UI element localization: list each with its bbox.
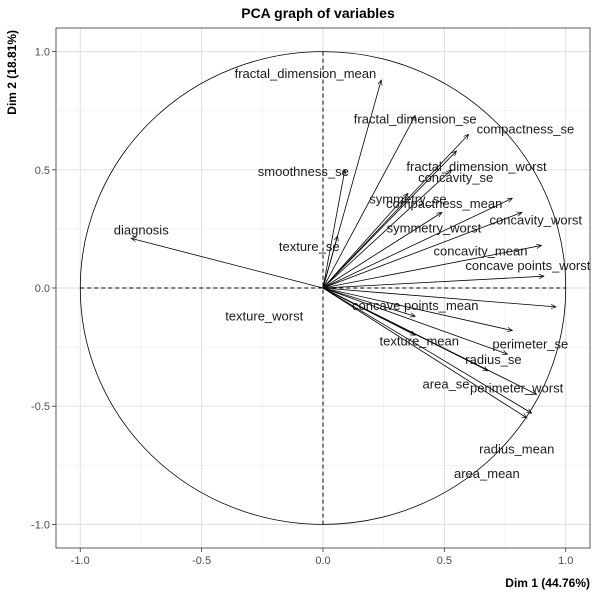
arrow-symmetry-worst (322, 212, 442, 289)
label-smoothness-se: smoothness_se (258, 164, 349, 179)
label-texture-worst: texture_worst (225, 308, 303, 323)
arrow-fractal-dimension-worst (322, 151, 457, 289)
arrow-perimeter-worst (322, 287, 537, 394)
y-axis-title: Dim 2 (18.81%) (5, 30, 19, 115)
y-tick-label: 0.5 (35, 165, 50, 177)
label-concavity-se: concavity_se (418, 170, 493, 185)
variable-arrows (131, 80, 556, 418)
label-area-se: area_se (423, 377, 470, 392)
label-concavity-worst: concavity_worst (490, 212, 583, 227)
arrow-texture-se (322, 236, 338, 289)
label-radius-se: radius_se (465, 352, 521, 367)
correlation-circle (79, 51, 567, 525)
label-compactness-mean: compactness_mean (386, 196, 502, 211)
label-fractal-dimension-worst: fractal_dimension_worst (406, 159, 547, 174)
x-tick-label: 0.5 (437, 555, 452, 567)
label-compactness-se: compactness_se (477, 121, 575, 136)
arrow-compactness-mean (322, 197, 512, 289)
arrow-fractal-dimension-se (322, 115, 415, 289)
arrow-smoothness-se (322, 170, 345, 289)
arrow-concavity-worst (322, 212, 522, 289)
label-perimeter-se: perimeter_se (492, 337, 568, 352)
label-perimeter-worst: perimeter_worst (470, 380, 564, 395)
x-tick-label: -1.0 (71, 555, 90, 567)
label-texture-se: texture_se (279, 239, 340, 254)
label-concave-points-worst: concave points_worst (465, 258, 590, 273)
label-fractal-dimension-mean: fractal_dimension_mean (235, 66, 377, 81)
y-tick-label: -1.0 (31, 519, 50, 531)
arrow-concave-points-worst (322, 276, 544, 289)
arrow-radius-se (322, 287, 507, 354)
label-texture-mean: texture_mean (379, 333, 459, 348)
label-concavity-mean: concavity_mean (434, 243, 528, 258)
x-axis-title: Dim 1 (44.76%) (505, 576, 590, 590)
arrow-concavity-se (322, 170, 452, 289)
x-tick-label: 0.0 (315, 555, 330, 567)
arrow-compactness-se (322, 134, 469, 289)
label-symmetry-se: symmetry_se (369, 191, 446, 206)
arrow-concavity-mean (322, 245, 541, 289)
x-tick-label: 1.0 (558, 555, 573, 567)
arrow-concave-points-mean (322, 287, 556, 307)
label-symmetry-worst: symmetry_worst (387, 220, 482, 235)
variable-labels: fractal_dimension_mean fractal_dimension_… (114, 66, 591, 481)
arrow-symmetry-se (322, 193, 408, 289)
label-concave-points-mean: concave points_mean (352, 298, 478, 313)
x-tick-label: -0.5 (192, 555, 211, 567)
arrow-area-mean (322, 287, 527, 418)
y-axis-ticks: -1.0 -0.5 0.0 0.5 1.0 (31, 47, 56, 531)
origin-reference-lines (80, 51, 566, 525)
y-tick-label: 0.0 (35, 283, 50, 295)
label-radius-mean: radius_mean (479, 441, 554, 456)
x-axis-ticks: -1.0 -0.5 0.0 0.5 1.0 (71, 548, 573, 567)
arrow-perimeter-se (322, 287, 512, 331)
y-tick-label: -0.5 (31, 401, 50, 413)
unit-circle (79, 51, 567, 525)
label-area-mean: area_mean (454, 466, 520, 481)
label-fractal-dimension-se: fractal_dimension_se (354, 111, 477, 126)
arrow-radius-mean (322, 287, 532, 413)
label-diagnosis: diagnosis (114, 222, 169, 237)
y-tick-label: 1.0 (35, 47, 50, 59)
chart-title: PCA graph of variables (241, 5, 395, 21)
arrow-diagnosis (131, 238, 324, 289)
arrow-texture-worst (322, 287, 415, 316)
